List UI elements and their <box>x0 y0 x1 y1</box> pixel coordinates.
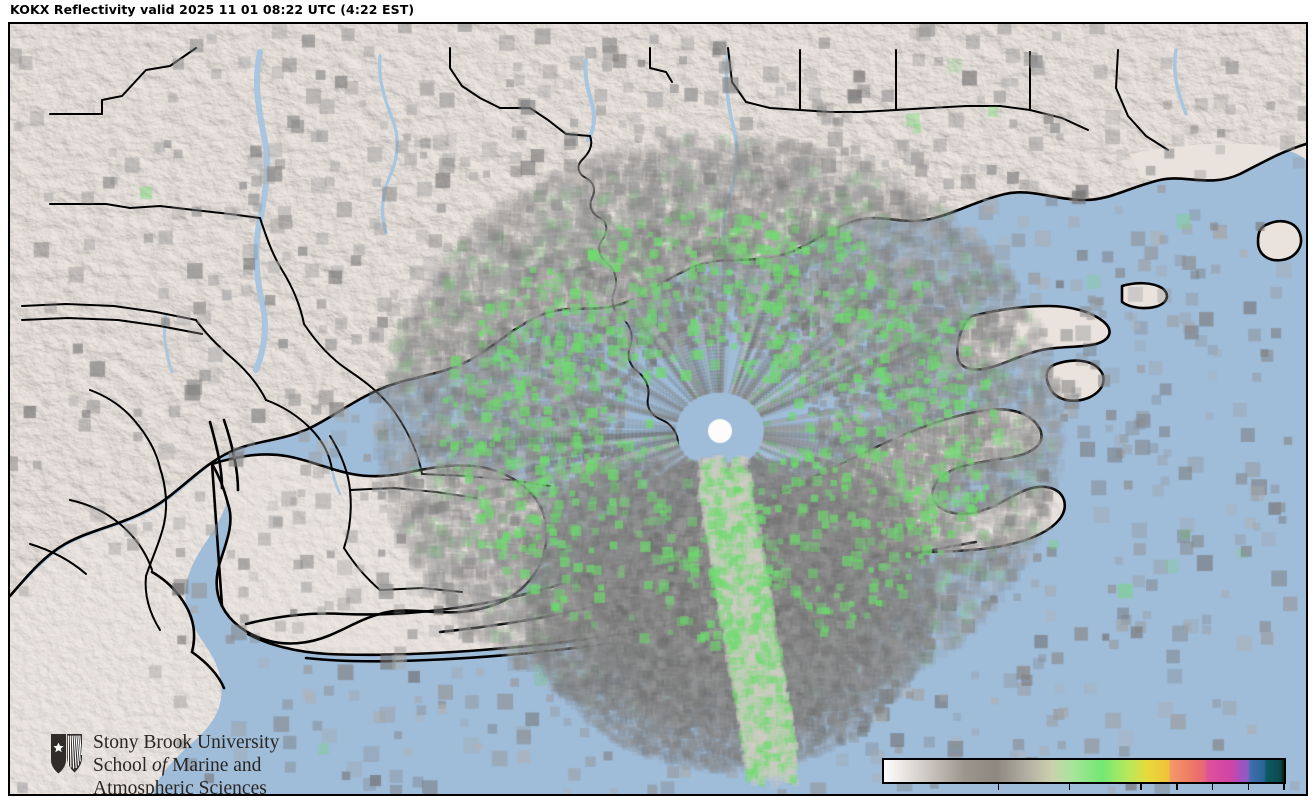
map-canvas: Stony Brook University School of Marine … <box>10 24 1306 794</box>
colorbar-tick-60 <box>1211 784 1214 790</box>
reflectivity-colorbar[interactable]: 0204050607080 <box>882 758 1286 794</box>
colorbar-tick-40 <box>1140 784 1142 790</box>
colorbar-tick-20 <box>1068 784 1071 790</box>
page-title: KOKX Reflectivity valid 2025 11 01 08:22… <box>10 2 415 17</box>
basemap-layer <box>10 24 1306 794</box>
colorbar-bar <box>882 758 1286 784</box>
colorbar-tick-80 <box>1283 784 1285 790</box>
colorbar-ticks: 0204050607080 <box>882 784 1286 790</box>
colorbar-tick-0 <box>997 784 1000 790</box>
radar-map-frame[interactable]: Stony Brook University School of Marine … <box>8 22 1308 796</box>
colorbar-tick-50 <box>1176 784 1178 790</box>
colorbar-tick-70 <box>1247 784 1250 790</box>
colorbar-gradient <box>884 760 1284 782</box>
